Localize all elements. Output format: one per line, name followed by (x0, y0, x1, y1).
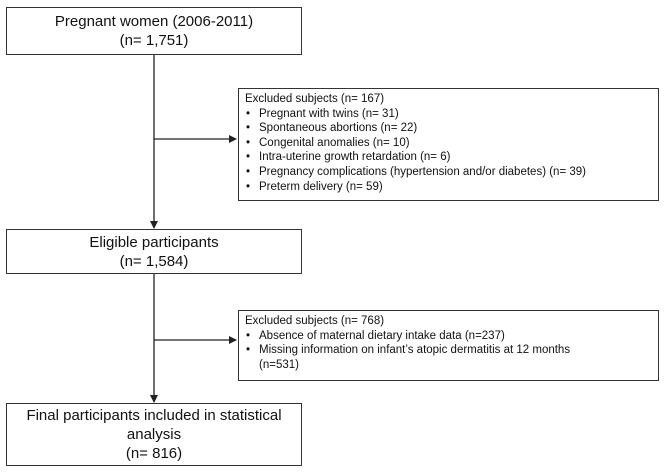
box-final-count: (n= 816) (125, 445, 183, 462)
exclusion-2-item: Missing information on infant’s atopic d… (245, 343, 599, 372)
box-final-participants: Final participants included in statistic… (6, 403, 302, 466)
exclusion-2-heading: Excluded subjects (n= 768) (245, 315, 385, 327)
box-eligible-count: (n= 1,584) (119, 252, 189, 270)
exclusion-2-list: Absence of maternal dietary intake data … (245, 329, 652, 373)
exclusion-1-item: Pregnant with twins (n= 31) (245, 107, 652, 122)
exclusion-2-item: Absence of maternal dietary intake data … (245, 329, 652, 344)
box-eligible-title: Eligible participants (89, 233, 219, 251)
exclusion-1-item: Intra-uterine growth retardation (n= 6) (245, 150, 652, 165)
box-pregnant-women-count: (n= 1,751) (119, 32, 189, 49)
box-final-title-cont: analysis (126, 426, 182, 443)
exclusion-1-item: Preterm delivery (n= 59) (245, 180, 652, 195)
exclusion-1-item: Congenital anomalies (n= 10) (245, 136, 652, 151)
exclusion-1-item: Spontaneous abortions (n= 22) (245, 121, 652, 136)
exclusion-1-heading: Excluded subjects (n= 167) (245, 93, 385, 105)
box-pregnant-women-title: Pregnant women (2006-2011) (54, 13, 254, 30)
exclusion-1-list: Pregnant with twins (n= 31) Spontaneous … (245, 107, 652, 195)
box-eligible-participants: Eligible participants (n= 1,584) (6, 229, 302, 274)
box-exclusion-2: Excluded subjects (n= 768) Absence of ma… (238, 310, 659, 381)
exclusion-1-item: Pregnancy complications (hypertension an… (245, 165, 652, 180)
box-pregnant-women: Pregnant women (2006-2011) (n= 1,751) (6, 7, 302, 55)
box-exclusion-1: Excluded subjects (n= 167) Pregnant with… (238, 88, 659, 201)
box-final-title: Final participants included in statistic… (26, 407, 282, 424)
